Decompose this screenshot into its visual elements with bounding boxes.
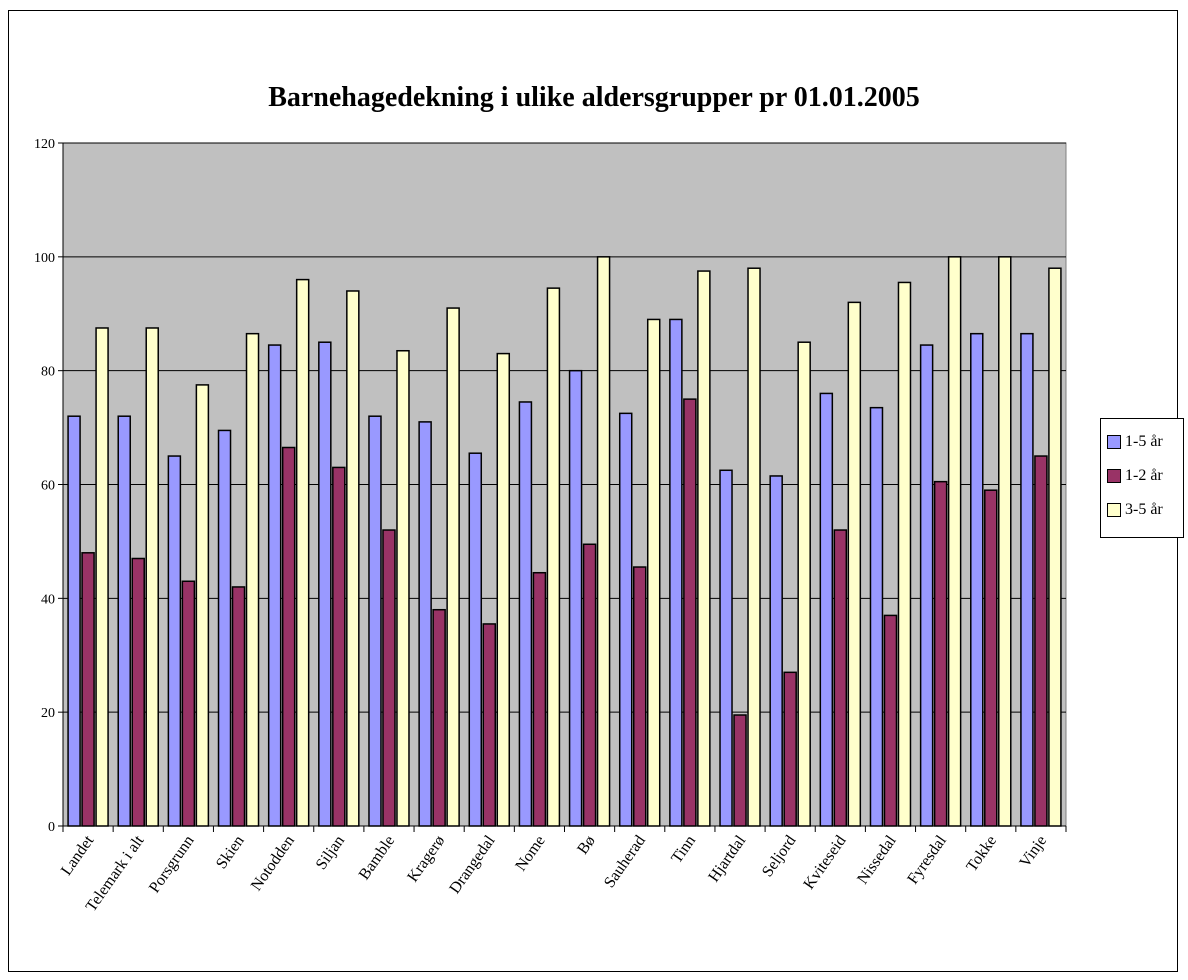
bar-3-5 [496, 352, 511, 827]
legend-label-3-5: 3-5 år [1125, 501, 1163, 518]
x-tick-label: Sauherad [601, 833, 649, 892]
y-tick-label: 100 [34, 251, 55, 266]
x-tick-label: Drangedal [446, 832, 498, 897]
legend-item-1-5: 1-5 år [1107, 425, 1183, 459]
bar-1-2 [933, 480, 948, 827]
bar-1-5 [819, 392, 834, 827]
x-tick-label: Notodden [248, 833, 298, 894]
bar-1-2 [984, 489, 998, 827]
bar-1-5 [368, 415, 382, 827]
bar-3-5 [747, 267, 761, 827]
bar-1-2 [382, 529, 396, 827]
bar-3-5 [446, 307, 460, 827]
x-tick-label: Tinn [668, 833, 699, 867]
bar-1-5 [318, 341, 332, 827]
bar-1-5 [67, 415, 81, 827]
bar-1-2 [783, 671, 797, 827]
bar-1-2 [532, 571, 547, 827]
bar-1-2 [733, 714, 747, 827]
bar-3-5 [195, 384, 210, 827]
bar-3-5 [897, 281, 912, 827]
bar-3-5 [346, 290, 360, 827]
chart-title: Barnehagedekning i ulike aldersgrupper p… [268, 82, 920, 113]
bar-1-2 [683, 398, 697, 827]
y-tick-label: 20 [41, 706, 55, 721]
bar-1-5 [1020, 332, 1034, 827]
x-tick-label: Bamble [356, 833, 398, 884]
bar-1-2 [833, 529, 848, 827]
bar-3-5 [697, 270, 711, 827]
legend-item-3-5: 3-5 år [1107, 493, 1183, 527]
bar-1-5 [869, 406, 884, 827]
bar-1-5 [468, 452, 483, 827]
x-tick-label: Siljan [313, 833, 348, 873]
legend-label-1-5: 1-5 år [1125, 433, 1163, 450]
x-tick-label: Hjartdal [705, 832, 749, 885]
y-tick-label: 120 [34, 137, 55, 152]
bar-1-5 [167, 455, 182, 827]
x-tick-label: Landet [58, 832, 98, 879]
bar-1-2 [1034, 455, 1048, 827]
bar-1-2 [883, 614, 898, 827]
bar-1-5 [970, 332, 984, 827]
bar-1-5 [669, 318, 683, 827]
x-tick-label: Nissedal [854, 832, 900, 887]
bar-3-5 [245, 332, 260, 827]
bar-1-2 [482, 623, 497, 827]
legend-item-1-2: 1-2 år [1107, 459, 1183, 493]
bar-3-5 [797, 341, 811, 827]
x-tick-label: Kviteseid [800, 833, 849, 893]
bar-3-5 [95, 327, 109, 827]
legend-label-1-2: 1-2 år [1125, 467, 1163, 484]
x-tick-label: Seljord [759, 833, 799, 881]
legend-swatch-3-5 [1107, 503, 1121, 517]
legend: 1-5 år 1-2 år 3-5 år [1100, 418, 1184, 538]
x-tick-label: Porsgrunn [146, 833, 198, 897]
y-tick-label: 80 [41, 365, 55, 380]
bar-1-2 [432, 608, 446, 827]
bar-1-2 [131, 557, 145, 827]
y-tick-label: 0 [48, 820, 55, 835]
bar-3-5 [396, 349, 410, 827]
x-tick-label: Tokke [963, 833, 1000, 875]
x-tick-label: Bø [574, 833, 599, 858]
x-tick-label: Vinje [1016, 833, 1050, 871]
bar-1-5 [217, 429, 232, 827]
bar-1-5 [418, 421, 432, 827]
bar-3-5 [998, 256, 1012, 827]
bar-1-2 [81, 552, 95, 827]
bar-3-5 [546, 287, 561, 827]
x-tick-label: Skien [213, 833, 248, 873]
bar-1-5 [769, 475, 783, 827]
bar-1-5 [117, 415, 131, 827]
bar-3-5 [596, 256, 611, 827]
bar-1-5 [568, 369, 583, 827]
bar-1-2 [582, 543, 597, 827]
y-tick-label: 60 [41, 479, 55, 494]
bar-1-2 [332, 466, 346, 827]
bar-1-5 [518, 401, 533, 827]
legend-swatch-1-5 [1107, 435, 1121, 449]
bar-1-5 [719, 469, 733, 827]
bar-3-5 [947, 256, 962, 827]
bar-1-2 [281, 446, 296, 827]
bar-3-5 [847, 301, 862, 827]
legend-swatch-1-2 [1107, 469, 1121, 483]
bar-1-2 [181, 580, 196, 827]
bar-1-5 [267, 344, 282, 827]
x-tick-label: Fyresdal [904, 832, 950, 887]
bar-3-5 [145, 327, 159, 827]
bar-1-5 [618, 412, 633, 827]
x-tick-label: Nome [512, 833, 548, 875]
bar-3-5 [1048, 267, 1062, 827]
bar-3-5 [646, 318, 661, 827]
bar-3-5 [295, 278, 310, 827]
bar-1-2 [632, 566, 647, 827]
bar-1-2 [231, 586, 246, 827]
x-tick-label: Kragerø [404, 833, 448, 886]
bar-1-5 [919, 344, 934, 827]
y-tick-label: 40 [41, 592, 55, 607]
